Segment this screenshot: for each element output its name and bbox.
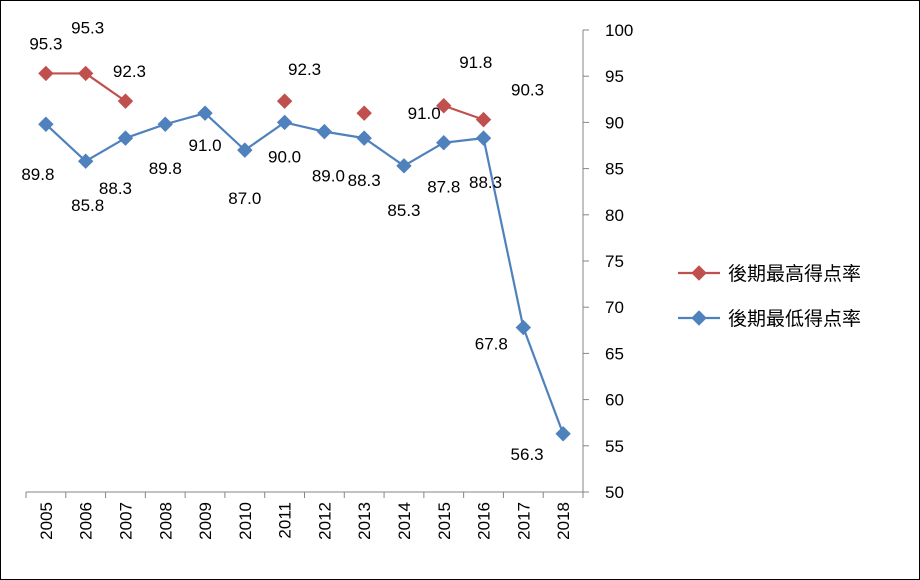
series-1-segment: [164, 112, 206, 126]
series-0-marker: [436, 98, 452, 114]
y-tick-label: 95: [605, 67, 624, 86]
series-0-marker: [77, 65, 94, 82]
y-tick-label: 70: [605, 298, 624, 317]
x-tick-label: 2011: [276, 502, 295, 539]
y-tick-label: 90: [605, 113, 624, 132]
x-tick-label: 2013: [355, 502, 374, 540]
legend-marker-1: [691, 310, 707, 326]
x-tick-label: 2010: [236, 502, 255, 540]
axes: 2005 2006 2007 2008 2009 2010 2011 2012 2013 2014…: [25, 21, 633, 540]
series-1-marker: [515, 319, 532, 336]
y-tick-label: 75: [605, 252, 624, 271]
series-1-marker: [396, 158, 412, 174]
y-tick-label: 60: [605, 391, 624, 410]
x-tick-label: 2018: [554, 502, 573, 540]
data-labels: 95.395.392.3 92.391.091.890.389.885.888.3…: [21, 18, 544, 463]
series-1-segment: [204, 112, 246, 151]
series-0-marker: [276, 93, 293, 109]
data-label: 85.8: [71, 196, 104, 215]
series-1-marker: [356, 130, 372, 146]
y-tick-label: 100: [605, 21, 633, 40]
series-1-segment: [403, 141, 445, 167]
x-tick-label: 2005: [37, 502, 56, 540]
data-label: 87.8: [427, 178, 460, 197]
series-1-marker: [117, 130, 134, 146]
series-0-marker: [38, 65, 54, 82]
legend-marker-0: [691, 265, 707, 281]
series-1-marker: [197, 105, 213, 121]
y-tick-label: 65: [605, 344, 624, 363]
series-1-segment: [244, 121, 286, 152]
data-label: 87.0: [228, 189, 261, 208]
series-1-segment: [85, 137, 127, 163]
data-label: 90.3: [511, 81, 544, 100]
data-label: 95.3: [71, 18, 104, 37]
y-tick-label: 80: [605, 206, 624, 225]
series-0-marker: [117, 93, 134, 109]
series-0-segment: [443, 104, 484, 121]
data-label: 88.3: [348, 171, 381, 190]
data-label: 89.8: [21, 165, 54, 184]
data-label: 89.0: [312, 167, 345, 186]
legend-label-1: 後期最低得点率: [728, 308, 861, 330]
series-1-marker: [77, 153, 94, 169]
data-label: 91.8: [459, 53, 492, 72]
x-tick-label: 2017: [514, 502, 533, 540]
data-label: 92.3: [113, 62, 146, 81]
series-1-marker: [555, 426, 571, 442]
data-label: 91.0: [188, 136, 221, 155]
data-label: 95.3: [29, 34, 62, 53]
series-0-marker: [356, 105, 372, 121]
series-1-marker: [316, 123, 333, 140]
x-tick-label: 2016: [475, 502, 494, 540]
series-1-marker: [157, 116, 173, 132]
series-1-marker: [237, 142, 253, 158]
legend-label-0: 後期最高得点率: [728, 263, 861, 285]
series-1-marker: [38, 116, 54, 132]
series-0-marker: [475, 111, 492, 128]
series-1-marker: [436, 135, 452, 151]
y-tick-label: 85: [605, 160, 624, 179]
series-1-segment: [522, 327, 565, 435]
x-tick-label: 2006: [77, 502, 96, 540]
data-label: 56.3: [511, 445, 544, 464]
x-tick-label: 2009: [196, 502, 215, 540]
data-label: 88.3: [469, 173, 502, 192]
data-label: 67.8: [475, 335, 508, 354]
series-1-segment: [284, 121, 325, 133]
series-1-segment: [324, 130, 365, 140]
data-label: 92.3: [288, 60, 321, 79]
series-markers: [38, 65, 571, 442]
x-tick-label: 2012: [315, 502, 334, 540]
data-label: 91.0: [408, 104, 441, 123]
y-tick-label: 50: [605, 483, 624, 502]
data-label: 85.3: [387, 201, 420, 220]
y-tick-label: 55: [605, 437, 624, 456]
x-tick-label: 2015: [435, 502, 454, 540]
x-tick-label: 2008: [156, 502, 175, 540]
data-label: 90.0: [268, 147, 301, 166]
series-1-marker: [276, 114, 293, 131]
series-1-marker: [475, 130, 492, 146]
x-tick-label: 2014: [395, 502, 414, 540]
x-tick-label: 2007: [116, 502, 135, 540]
series-0-segment: [85, 72, 127, 103]
series-1-segment: [363, 137, 405, 167]
series-1-segment: [45, 123, 87, 163]
series-1-segment: [125, 123, 166, 140]
series-1-segment: [482, 137, 525, 328]
data-label: 88.3: [99, 179, 132, 198]
series-lines: [45, 72, 565, 435]
data-label: 89.8: [149, 159, 182, 178]
